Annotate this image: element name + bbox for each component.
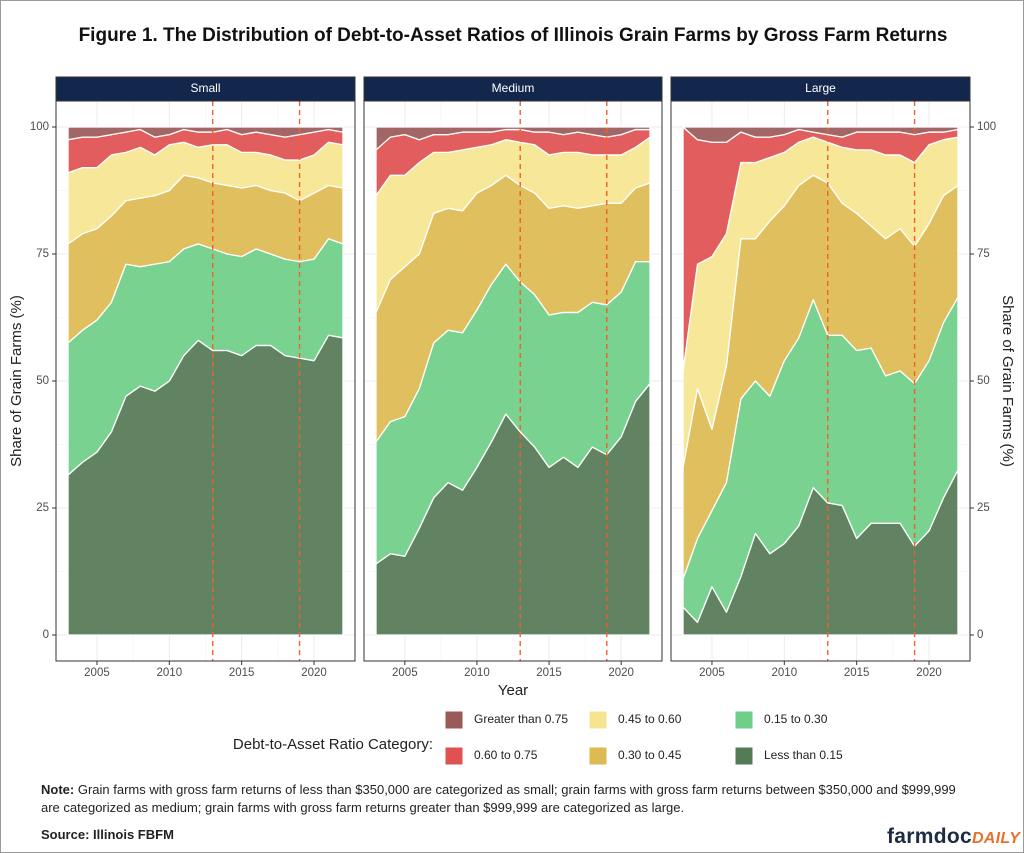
x-tick-label: 2015 bbox=[536, 667, 562, 679]
x-tick-label: 2015 bbox=[229, 667, 255, 679]
legend-key bbox=[444, 710, 464, 730]
x-axis-title: Year bbox=[498, 682, 528, 699]
legend-key bbox=[444, 746, 464, 766]
y-tick-label: 50 bbox=[36, 375, 49, 387]
x-tick-label: 2020 bbox=[608, 667, 634, 679]
legend-key bbox=[588, 710, 608, 730]
logo: farmdocDAILY bbox=[887, 825, 1020, 849]
area bbox=[67, 126, 344, 141]
source: Source: Illinois FBFM bbox=[41, 827, 174, 842]
strip bbox=[670, 76, 971, 102]
legend-label: 0.15 to 0.30 bbox=[764, 712, 828, 726]
y2-tick-label: 75 bbox=[977, 248, 990, 260]
area bbox=[682, 126, 959, 143]
area bbox=[375, 126, 651, 151]
legend-title: Debt-to-Asset Ratio Category: bbox=[233, 736, 433, 753]
y2-tick-label: 25 bbox=[977, 502, 990, 514]
x-tick-label: 2010 bbox=[772, 667, 798, 679]
chart-title: Figure 1. The Distribution of Debt-to-As… bbox=[79, 25, 948, 46]
y-tick-label: 75 bbox=[36, 248, 49, 260]
legend-key bbox=[734, 746, 754, 766]
note: Note: Grain farms with gross farm return… bbox=[41, 781, 961, 817]
legend-label: Less than 0.15 bbox=[764, 748, 843, 762]
x-tick-label: 2005 bbox=[392, 667, 418, 679]
y2-tick-label: 100 bbox=[977, 121, 996, 133]
chart: Figure 1. The Distribution of Debt-to-As… bbox=[8, 25, 1016, 766]
strip bbox=[55, 76, 356, 102]
legend-label: 0.30 to 0.45 bbox=[618, 748, 682, 762]
legend-key bbox=[588, 746, 608, 766]
legend-key bbox=[734, 710, 754, 730]
x-tick-label: 2020 bbox=[916, 667, 942, 679]
strip bbox=[363, 76, 663, 102]
x-tick-label: 2010 bbox=[157, 667, 183, 679]
strip-label: Medium bbox=[492, 81, 535, 95]
y-tick-label: 25 bbox=[36, 502, 49, 514]
strip-label: Large bbox=[805, 81, 836, 95]
note-text: Grain farms with gross farm returns of l… bbox=[41, 782, 956, 815]
logo-name: farmdoc bbox=[887, 825, 972, 848]
y2-tick-label: 0 bbox=[977, 629, 983, 641]
logo-suffix: DAILY bbox=[971, 830, 1021, 847]
strip-label: Small bbox=[190, 81, 220, 95]
legend-label: 0.60 to 0.75 bbox=[474, 748, 538, 762]
note-label: Note: bbox=[41, 782, 75, 797]
x-tick-label: 2005 bbox=[699, 667, 725, 679]
y-tick-label: 100 bbox=[30, 121, 49, 133]
legend-label: 0.45 to 0.60 bbox=[618, 712, 682, 726]
y2-tick-label: 50 bbox=[977, 375, 990, 387]
x-tick-label: 2015 bbox=[844, 667, 870, 679]
x-tick-label: 2010 bbox=[464, 667, 490, 679]
legend-label: Greater than 0.75 bbox=[474, 712, 568, 726]
y2-axis-title: Share of Grain Farms (%) bbox=[999, 295, 1016, 467]
x-tick-label: 2020 bbox=[301, 667, 327, 679]
y-axis-title: Share of Grain Farms (%) bbox=[8, 295, 25, 467]
y-tick-label: 0 bbox=[43, 629, 49, 641]
x-tick-label: 2005 bbox=[84, 667, 110, 679]
